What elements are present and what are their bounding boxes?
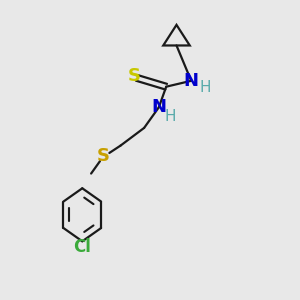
- Text: N: N: [151, 98, 166, 116]
- Text: S: S: [128, 68, 141, 85]
- Text: Cl: Cl: [73, 238, 91, 256]
- Text: N: N: [184, 72, 199, 90]
- Text: H: H: [165, 109, 176, 124]
- Text: H: H: [200, 80, 211, 95]
- Text: S: S: [96, 147, 110, 165]
